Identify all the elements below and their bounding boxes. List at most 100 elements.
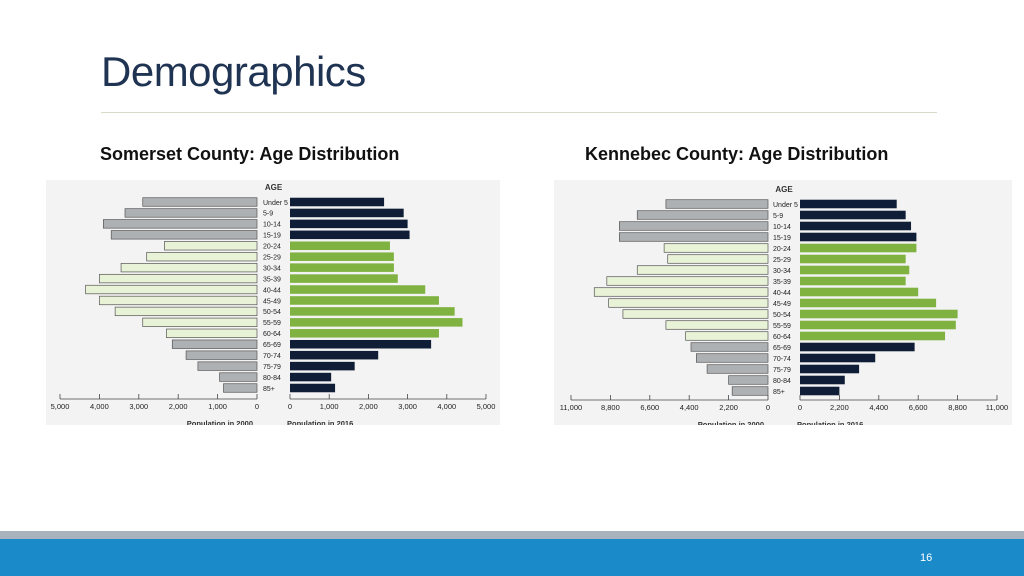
kennebec-age-label-45-49: 45-49 bbox=[773, 301, 791, 308]
somerset-age-header: AGE bbox=[265, 183, 283, 192]
kennebec-bar-2000-55-59 bbox=[665, 320, 769, 330]
kennebec-chart-caption: Kennebec County: Age Distribution bbox=[585, 144, 889, 164]
kennebec-left-tick-label: 6,600 bbox=[640, 403, 659, 412]
kennebec-age-label-30-34: 30-34 bbox=[773, 268, 791, 275]
somerset-bar-2016-25-29 bbox=[290, 252, 394, 261]
somerset-age-label-55-59: 55-59 bbox=[263, 320, 281, 327]
somerset-bar-2016-80-84 bbox=[290, 372, 332, 382]
somerset-age-label-30-34: 30-34 bbox=[263, 265, 281, 272]
somerset-age-label-60-64: 60-64 bbox=[263, 331, 281, 338]
somerset-right-tick-label: 5,000 bbox=[477, 402, 496, 411]
somerset-age-label-45-49: 45-49 bbox=[263, 298, 281, 305]
somerset-left-tick-label: 4,000 bbox=[90, 402, 109, 411]
kennebec-bar-2016-45-49 bbox=[800, 298, 937, 308]
kennebec-right-tick-label: 2,200 bbox=[830, 403, 849, 412]
somerset-bar-2000-under-5 bbox=[142, 197, 258, 207]
kennebec-right-tick-label: 11,000 bbox=[986, 403, 1008, 412]
kennebec-left-tick-label: 2,200 bbox=[719, 403, 738, 412]
kennebec-left-tick-label: 11,000 bbox=[560, 403, 582, 412]
somerset-bar-2000-60-64 bbox=[166, 328, 258, 338]
kennebec-age-label-under-5: Under 5 bbox=[773, 202, 798, 209]
somerset-left-tick-label: 5,000 bbox=[51, 402, 70, 411]
somerset-bar-2016-60-64 bbox=[290, 329, 439, 338]
slide-title: Demographics bbox=[101, 48, 366, 95]
somerset-bar-2016-70-74 bbox=[290, 350, 379, 360]
kennebec-age-label-40-44: 40-44 bbox=[773, 290, 791, 297]
kennebec-bar-2016-35-39 bbox=[800, 276, 906, 286]
somerset-age-label-85: 85+ bbox=[263, 386, 275, 393]
somerset-age-label-15-19: 15-19 bbox=[263, 233, 281, 240]
kennebec-age-header: AGE bbox=[775, 185, 793, 194]
kennebec-bar-2016-40-44 bbox=[800, 287, 919, 297]
somerset-bar-2000-85 bbox=[223, 383, 258, 393]
kennebec-age-label-80-84: 80-84 bbox=[773, 378, 791, 385]
kennebec-age-label-35-39: 35-39 bbox=[773, 279, 791, 286]
somerset-age-label-under-5: Under 5 bbox=[263, 200, 288, 207]
somerset-age-label-40-44: 40-44 bbox=[263, 287, 281, 294]
kennebec-xlabel-2016: Population in 2016 bbox=[797, 420, 863, 425]
somerset-xlabel-2016: Population in 2016 bbox=[287, 419, 353, 425]
somerset-left-tick-label: 3,000 bbox=[129, 402, 148, 411]
somerset-right-tick-label: 0 bbox=[288, 402, 292, 411]
kennebec-bar-2016-25-29 bbox=[800, 254, 906, 264]
somerset-right-tick-label: 3,000 bbox=[398, 402, 417, 411]
kennebec-bar-2000-40-44 bbox=[593, 287, 769, 297]
kennebec-pyramid-svg: AGE Under 5 5-9 10-14 15-19 20-24 25-29 30-34 35… bbox=[560, 185, 1008, 425]
somerset-bar-2016-10-14 bbox=[290, 219, 408, 229]
somerset-right-tick-label: 1,000 bbox=[320, 402, 339, 411]
kennebec-bar-2000-45-49 bbox=[608, 298, 769, 308]
somerset-bar-2000-45-49 bbox=[99, 295, 258, 306]
title-divider bbox=[101, 112, 937, 113]
somerset-bar-2016-35-39 bbox=[290, 274, 398, 283]
kennebec-bar-2000-25-29 bbox=[667, 254, 769, 264]
somerset-bar-2016-50-54 bbox=[290, 307, 455, 316]
kennebec-bar-2000-75-79 bbox=[706, 364, 769, 374]
somerset-bar-2000-25-29 bbox=[146, 252, 258, 262]
kennebec-age-label-50-54: 50-54 bbox=[773, 312, 791, 319]
kennebec-left-tick-label: 0 bbox=[766, 403, 770, 412]
kennebec-age-label-25-29: 25-29 bbox=[773, 257, 791, 264]
somerset-age-label-10-14: 10-14 bbox=[263, 222, 281, 229]
kennebec-bar-2016-75-79 bbox=[800, 364, 860, 374]
kennebec-age-label-55-59: 55-59 bbox=[773, 323, 791, 330]
kennebec-age-label-65-69: 65-69 bbox=[773, 345, 791, 352]
kennebec-bar-2016-15-19 bbox=[800, 232, 917, 242]
somerset-bar-2016-45-49 bbox=[290, 296, 439, 305]
somerset-bar-2016-65-69 bbox=[290, 339, 432, 349]
somerset-bar-2000-70-74 bbox=[185, 350, 258, 360]
kennebec-bar-2000-30-34 bbox=[636, 265, 769, 275]
somerset-bar-2016-under-5 bbox=[290, 197, 385, 207]
somerset-age-label-25-29: 25-29 bbox=[263, 255, 281, 262]
somerset-bar-2016-30-34 bbox=[290, 263, 394, 272]
somerset-bar-2016-75-79 bbox=[290, 361, 355, 371]
slide-number: 16 bbox=[920, 552, 933, 564]
somerset-bar-2000-10-14 bbox=[102, 219, 258, 229]
somerset-left-tick-label: 2,000 bbox=[169, 402, 188, 411]
somerset-bar-2000-20-24 bbox=[164, 241, 258, 251]
kennebec-age-label-20-24: 20-24 bbox=[773, 246, 791, 253]
somerset-age-label-5-9: 5-9 bbox=[263, 211, 273, 218]
kennebec-pyramid-chart: AGE Under 5 5-9 10-14 15-19 20-24 25-29 30-34 35… bbox=[554, 180, 1012, 425]
kennebec-bar-2000-85 bbox=[731, 386, 769, 396]
somerset-bar-2000-5-9 bbox=[124, 208, 258, 218]
somerset-age-label-35-39: 35-39 bbox=[263, 276, 281, 283]
somerset-bar-2000-55-59 bbox=[142, 317, 258, 327]
kennebec-age-label-60-64: 60-64 bbox=[773, 334, 791, 341]
footer-bar bbox=[0, 539, 1024, 576]
somerset-chart-caption: Somerset County: Age Distribution bbox=[100, 144, 400, 164]
somerset-age-label-70-74: 70-74 bbox=[263, 353, 281, 360]
kennebec-bar-2000-20-24 bbox=[663, 243, 769, 253]
kennebec-right-tick-label: 6,600 bbox=[909, 403, 928, 412]
kennebec-bar-2000-5-9 bbox=[636, 210, 769, 220]
kennebec-bar-2016-80-84 bbox=[800, 375, 845, 385]
kennebec-bar-2000-60-64 bbox=[685, 331, 769, 341]
kennebec-bar-2000-80-84 bbox=[728, 375, 769, 385]
somerset-bar-2000-80-84 bbox=[219, 372, 258, 382]
somerset-pyramid-svg: AGE Under 5 5-9 10-14 15-19 20-24 25-29 30-34 35… bbox=[51, 183, 496, 425]
somerset-bar-2000-15-19 bbox=[110, 230, 258, 240]
kennebec-age-label-15-19: 15-19 bbox=[773, 235, 791, 242]
somerset-bar-2016-40-44 bbox=[290, 285, 426, 294]
kennebec-bar-2016-70-74 bbox=[800, 353, 876, 363]
somerset-age-label-20-24: 20-24 bbox=[263, 244, 281, 251]
somerset-bar-2016-20-24 bbox=[290, 241, 390, 251]
